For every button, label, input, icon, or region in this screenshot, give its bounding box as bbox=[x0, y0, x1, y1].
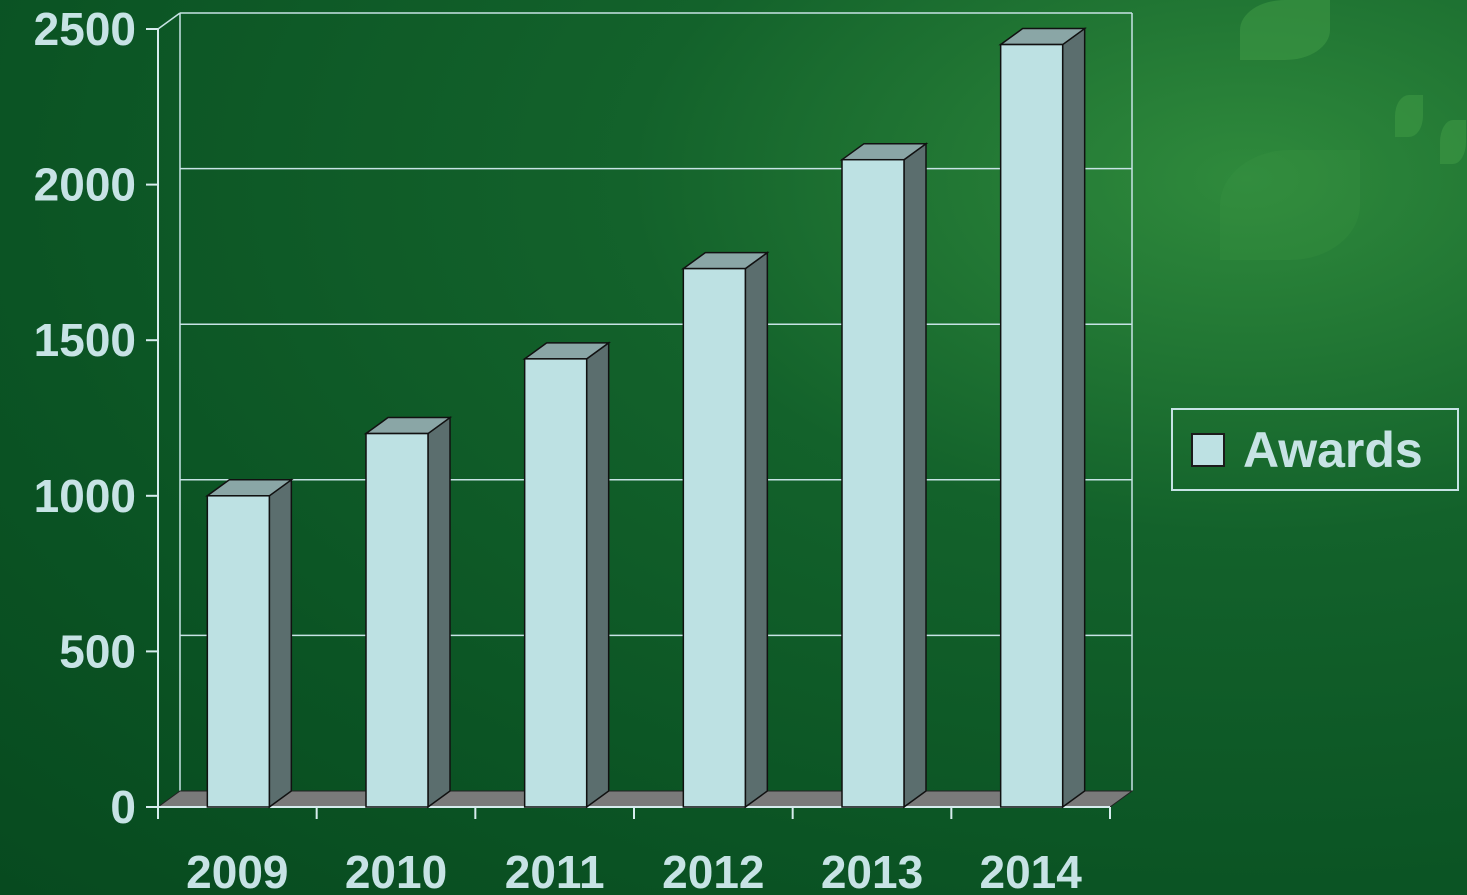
x-tick-label: 2012 bbox=[662, 846, 764, 895]
y-tick-label: 1000 bbox=[34, 470, 136, 522]
bar-side bbox=[1061, 27, 1086, 809]
bar bbox=[841, 158, 905, 808]
x-tick-label: 2010 bbox=[345, 846, 447, 895]
chart-floor bbox=[156, 790, 1134, 808]
leaf-shape bbox=[1240, 0, 1330, 60]
leaf-shape bbox=[1440, 120, 1466, 164]
bar bbox=[682, 267, 747, 808]
x-tick-label: 2013 bbox=[821, 846, 923, 895]
bar-side bbox=[268, 478, 293, 809]
leaf-shape bbox=[1220, 150, 1360, 260]
x-tick-label: 2014 bbox=[979, 846, 1082, 895]
bar-side bbox=[744, 251, 769, 809]
bar-side bbox=[585, 341, 610, 809]
bar bbox=[523, 358, 588, 808]
y-tick-label: 2000 bbox=[34, 159, 136, 211]
legend-label-awards: Awards bbox=[1243, 421, 1423, 478]
y-tick-label: 1500 bbox=[34, 314, 136, 366]
legend-swatch-awards bbox=[1191, 432, 1225, 467]
chart-legend: Awards bbox=[1171, 408, 1459, 491]
leaf-shape bbox=[1395, 95, 1423, 137]
top-left-depth-edge bbox=[157, 12, 181, 30]
bar-side bbox=[427, 416, 451, 809]
x-tick-label: 2009 bbox=[186, 846, 288, 895]
bar bbox=[206, 495, 271, 808]
bar bbox=[999, 43, 1064, 808]
x-tick-label: 2011 bbox=[505, 846, 605, 895]
y-tick-label: 0 bbox=[110, 781, 136, 833]
bar bbox=[365, 432, 429, 808]
y-tick-label: 500 bbox=[59, 625, 136, 677]
bar-side bbox=[903, 142, 927, 809]
y-tick-label: 2500 bbox=[34, 3, 136, 55]
